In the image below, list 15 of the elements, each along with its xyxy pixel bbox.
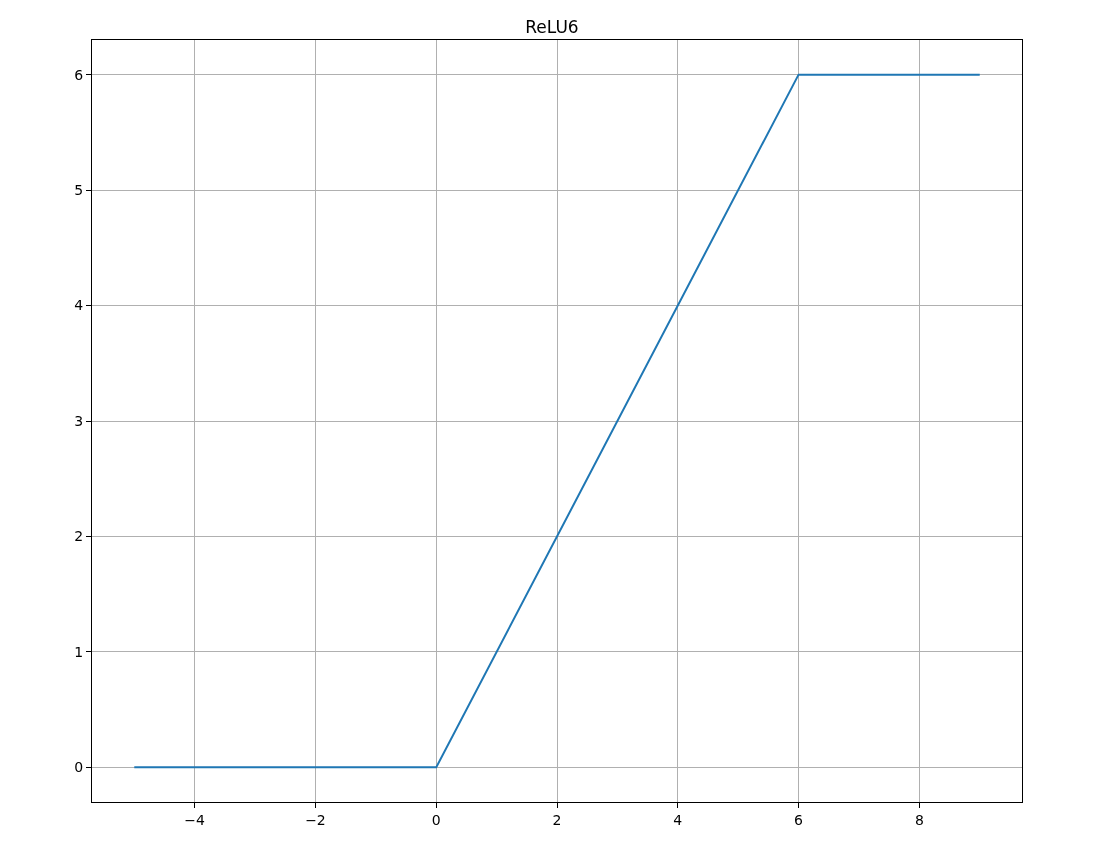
x-tick-label: 6: [794, 811, 804, 828]
y-tick-label: 5: [74, 181, 84, 198]
chart-title: ReLU6: [525, 17, 579, 38]
x-tick-label: 2: [552, 811, 562, 828]
x-tick-label: −2: [305, 811, 326, 828]
y-tick-label: 1: [74, 643, 84, 660]
x-tick-label: 0: [431, 811, 441, 828]
y-tick-label: 0: [74, 759, 84, 776]
y-tick-label: 2: [74, 528, 84, 545]
x-tick-label: 8: [914, 811, 924, 828]
y-tick-label: 6: [74, 66, 84, 83]
y-tick-label: 4: [74, 297, 84, 314]
x-tick-label: −4: [184, 811, 206, 828]
x-tick-label: 4: [673, 811, 683, 828]
y-tick-label: 3: [74, 412, 84, 429]
